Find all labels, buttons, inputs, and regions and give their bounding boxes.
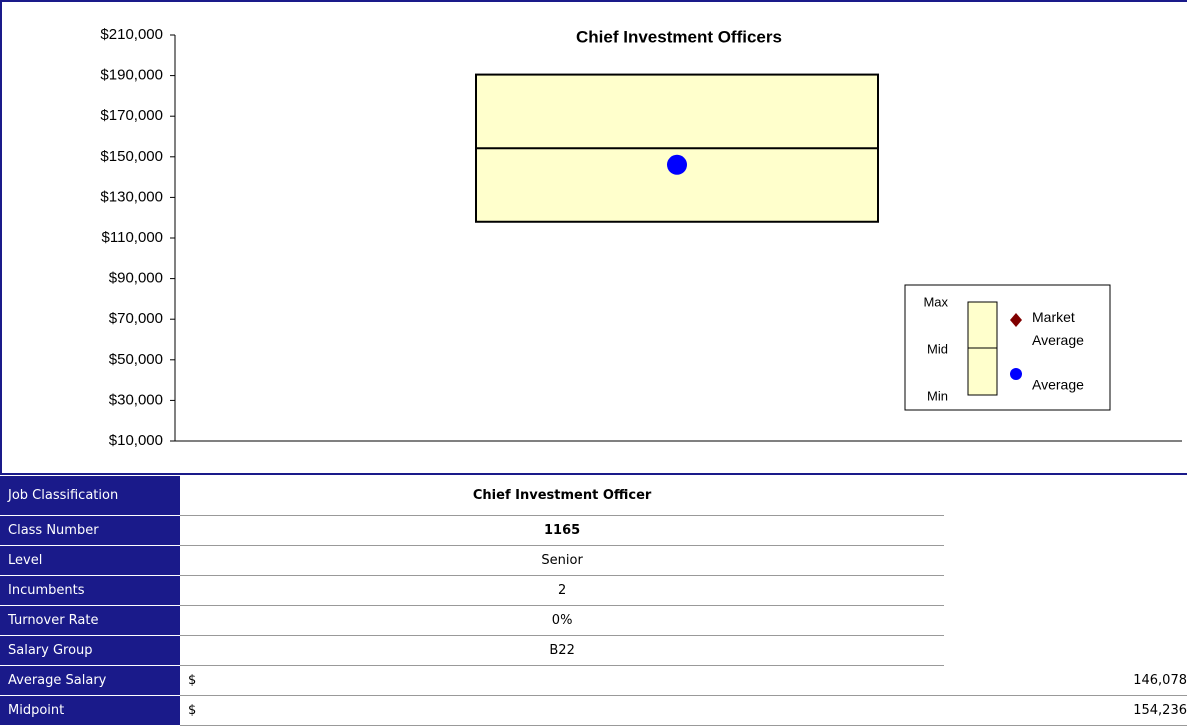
cell-value: 0% [180,605,945,636]
cell-label: Level [0,545,180,576]
info-table: Job Classification Chief Investment Offic… [0,476,1187,726]
legend-label: Average [1032,377,1084,393]
legend-diamond [1010,313,1022,327]
cell-label: Incumbents [0,575,180,606]
cell-value: Senior [180,545,945,576]
legend-dot [1010,368,1022,380]
cell-value: $ [180,665,945,696]
cell-label: Average Salary [0,665,180,696]
cell-value: Chief Investment Officer [180,476,945,516]
cell-value: $ [180,695,945,726]
table-row: Turnover Rate 0% [0,605,1187,636]
cell-value: B22 [180,635,945,666]
legend-label: Max [923,294,948,309]
y-tick-label: $210,000 [100,26,163,43]
table-row: Salary Group B22 [0,635,1187,666]
y-tick-label: $50,000 [109,351,163,368]
table-row: Class Number 1165 [0,515,1187,546]
chart-title: Chief Investment Officers [576,27,782,46]
legend: Max Mid Min Market Average Average [904,284,1111,411]
y-tick-label: $30,000 [109,391,163,408]
chart: Chief Investment Officers Max Mid Min Marke… [0,0,1187,475]
legend-label: Mid [927,341,948,356]
cell-label: Class Number [0,515,180,546]
table-row: Incumbents 2 [0,575,1187,606]
cell-label: Salary Group [0,635,180,666]
y-tick-label: $110,000 [102,229,163,246]
legend-label: Min [927,388,948,403]
cell-label: Midpoint [0,695,180,726]
cell-label: Turnover Rate [0,605,180,636]
y-tick-label: $10,000 [109,432,163,449]
table-row: Level Senior [0,545,1187,576]
cell-value: 2 [180,575,945,606]
table-row: Midpoint $154,236 [0,695,1187,726]
y-tick-label: $90,000 [109,270,163,287]
y-tick-label: $130,000 [100,188,163,205]
y-tick-label: $150,000 [100,148,163,165]
cell-value: 154,236 [944,695,1187,726]
legend-frame [904,284,1111,411]
average-marker [667,154,687,175]
y-tick-label: $170,000 [100,107,163,124]
cell-label: Job Classification [0,476,180,516]
table-row: Average Salary $146,078 [0,665,1187,696]
cell-value: 146,078 [944,665,1187,696]
y-tick-label: $190,000 [100,67,163,84]
table-row: Job Classification Chief Investment Offic… [0,476,1187,516]
cell-value: 1165 [180,515,945,546]
legend-label: Market Average [1032,309,1084,348]
y-tick-label: $70,000 [109,310,163,327]
